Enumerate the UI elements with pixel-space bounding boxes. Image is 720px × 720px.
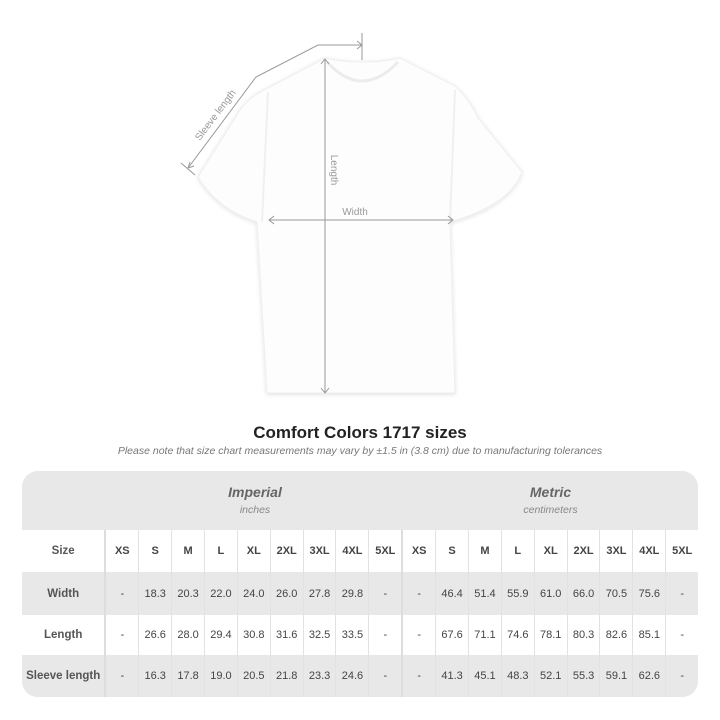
imperial-cell: 21.8 <box>269 655 303 697</box>
metric-cell: - <box>665 615 698 655</box>
metric-cell: 41.3 <box>435 655 468 697</box>
metric-cell: 67.6 <box>435 615 468 655</box>
metric-cell: 5XL <box>665 530 698 572</box>
metric-header: Metric centimeters <box>403 471 698 530</box>
collar <box>325 60 400 83</box>
imperial-cell: 16.3 <box>138 655 171 697</box>
metric-cell: 48.3 <box>500 655 534 697</box>
imperial-cell: 20.5 <box>236 655 270 697</box>
metric-cell: 52.1 <box>533 655 567 697</box>
metric-cell: 85.1 <box>632 615 665 655</box>
metric-cell: 74.6 <box>500 615 534 655</box>
imperial-title: Imperial <box>228 484 282 500</box>
metric-cell: M <box>467 530 501 572</box>
imperial-cell: - <box>104 615 138 655</box>
imperial-cell: 31.6 <box>269 615 303 655</box>
width-label: Width <box>342 207 368 218</box>
row-sleeve-length: Sleeve length -16.3 17.8 19.0 20.5 21.8 23.3 24… <box>22 655 698 697</box>
metric-cell: 70.5 <box>599 572 632 615</box>
metric-cell: 3XL <box>599 530 632 572</box>
row-length: Length -26.6 28.0 29.4 30.8 31.6 32.5 33.5- -67.… <box>22 615 698 655</box>
imperial-cell: 4XL <box>335 530 368 572</box>
size-table: Imperial inches Metric centimeters Size X… <box>22 471 698 697</box>
tshirt-diagram: Sleeve length Length Width <box>180 33 523 394</box>
metric-cell: 4XL <box>632 530 665 572</box>
imperial-cell: 27.8 <box>302 572 336 615</box>
tolerance-note: Please note that size chart measurements… <box>117 445 603 457</box>
imperial-cell: 33.5 <box>335 615 368 655</box>
chart-title: Comfort Colors 1717 sizes <box>253 423 467 442</box>
imperial-cell: L <box>203 530 237 572</box>
imperial-cell: 17.8 <box>171 655 204 697</box>
imperial-cell: 22.0 <box>203 572 237 615</box>
metric-cell: 45.1 <box>467 655 501 697</box>
metric-cell: 82.6 <box>599 615 632 655</box>
imperial-cell: - <box>368 572 401 615</box>
metric-cell: 80.3 <box>566 615 600 655</box>
metric-cell: 75.6 <box>632 572 665 615</box>
metric-cell: XL <box>533 530 567 572</box>
row-width: Width -18.3 20.3 22.0 24.0 26.0 27.8 29.8- -46.4… <box>22 572 698 615</box>
metric-cell: 66.0 <box>566 572 600 615</box>
imperial-cell: 26.0 <box>269 572 303 615</box>
metric-cell: - <box>401 572 435 615</box>
row-label: Sleeve length <box>26 670 101 682</box>
metric-cell: XS <box>401 530 435 572</box>
imperial-cell: 26.6 <box>138 615 171 655</box>
imperial-cell: M <box>171 530 204 572</box>
imperial-cell: 18.3 <box>138 572 171 615</box>
imperial-cell: 3XL <box>302 530 336 572</box>
imperial-cell: 5XL <box>368 530 401 572</box>
imperial-cell: 32.5 <box>302 615 336 655</box>
metric-cell: 62.6 <box>632 655 665 697</box>
metric-cell: - <box>401 615 435 655</box>
metric-cell: S <box>435 530 468 572</box>
imperial-cell: - <box>368 615 401 655</box>
imperial-cell: S <box>138 530 171 572</box>
metric-cell: 46.4 <box>435 572 468 615</box>
metric-cell: 78.1 <box>533 615 567 655</box>
row-label: Length <box>44 629 83 641</box>
size-row: Size XS S M L XL 2XL 3XL 4XL 5XL XS S M L XL 2XL 3XL 4XL 5… <box>22 530 698 572</box>
imperial-cell: - <box>368 655 401 697</box>
row-label: Size <box>51 545 75 557</box>
imperial-cell: - <box>104 572 138 615</box>
imperial-cell: - <box>104 655 138 697</box>
imperial-cell: 24.0 <box>236 572 270 615</box>
metric-cell: L <box>500 530 534 572</box>
length-label: Length <box>328 155 339 186</box>
metric-unit: centimeters <box>523 504 578 516</box>
metric-cell: 59.1 <box>599 655 632 697</box>
metric-cell: 61.0 <box>533 572 567 615</box>
imperial-cell: 2XL <box>269 530 303 572</box>
imperial-cell: 29.8 <box>335 572 368 615</box>
metric-cell: - <box>665 572 698 615</box>
sleeve-length-line <box>187 44 362 169</box>
row-label: Width <box>47 587 80 600</box>
imperial-cell: 28.0 <box>171 615 204 655</box>
metric-cell: 71.1 <box>467 615 501 655</box>
imperial-cell: 24.6 <box>335 655 368 697</box>
metric-cell: 51.4 <box>467 572 501 615</box>
imperial-cell: 23.3 <box>302 655 336 697</box>
width-arrow <box>268 215 454 225</box>
metric-cell: 55.3 <box>566 655 600 697</box>
imperial-cell: 30.8 <box>236 615 270 655</box>
length-arrow <box>320 58 330 394</box>
imperial-cell: 29.4 <box>203 615 237 655</box>
imperial-cell: 20.3 <box>171 572 204 615</box>
imperial-cell: XS <box>104 530 138 572</box>
metric-cell: - <box>401 655 435 697</box>
imperial-cell: XL <box>236 530 270 572</box>
imperial-cell: 19.0 <box>203 655 237 697</box>
imperial-unit: inches <box>239 504 271 516</box>
metric-cell: 55.9 <box>500 572 534 615</box>
imperial-header: Imperial inches <box>107 471 403 530</box>
metric-title: Metric <box>529 484 572 500</box>
metric-cell: 2XL <box>566 530 600 572</box>
tshirt-shape <box>197 57 523 394</box>
metric-cell: - <box>665 655 698 697</box>
